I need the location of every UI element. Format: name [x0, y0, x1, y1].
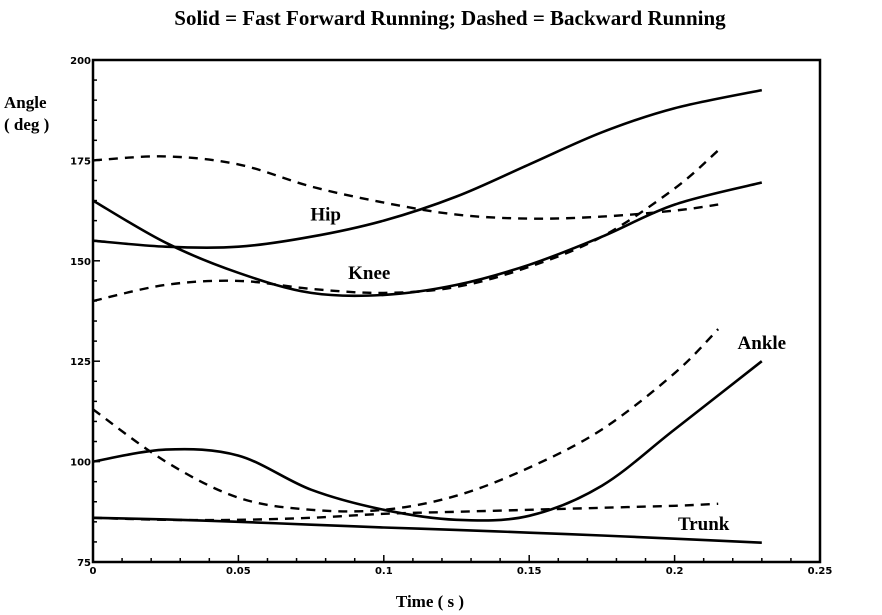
x-tick-label: 0.2	[666, 566, 684, 577]
series-line-dashed-5	[92, 328, 720, 513]
x-tick-label: 0.1	[375, 566, 393, 577]
plot-frame	[91, 58, 822, 564]
y-tick-label: 200	[70, 56, 91, 67]
series-line-dashed-3	[92, 149, 719, 303]
y-tick-label: 75	[77, 558, 91, 569]
series-line-solid-0	[92, 88, 763, 250]
y-tick-label: 175	[70, 156, 91, 167]
y-tick-label: 125	[70, 357, 91, 368]
x-axis-label: Time ( s )	[395, 592, 465, 611]
series-line-solid-2	[92, 181, 763, 298]
y-axis-label-line1: Angle	[4, 93, 47, 112]
y-tick-label: 150	[70, 257, 91, 268]
y-tick-label: 100	[70, 458, 91, 469]
curve-label-ankle: Ankle	[738, 333, 787, 354]
y-axis-label: Angle ( deg )	[4, 92, 74, 136]
series-line-solid-6	[92, 516, 762, 544]
curve-label-hip: Hip	[310, 205, 341, 226]
x-tick-label: 0.15	[517, 566, 542, 577]
series-line-dashed-7	[92, 502, 719, 522]
x-tick-label: 0.05	[226, 566, 251, 577]
chart-title: Solid = Fast Forward Running; Dashed = B…	[174, 6, 726, 30]
x-tick-label: 0.25	[808, 566, 833, 577]
series-line-dashed-1	[92, 155, 719, 220]
y-axis-label-line2: ( deg )	[4, 115, 50, 134]
curve-label-trunk: Trunk	[678, 514, 730, 535]
curve-label-knee: Knee	[348, 263, 390, 284]
x-tick-label: 0	[90, 566, 97, 577]
series-line-solid-4	[92, 360, 763, 522]
